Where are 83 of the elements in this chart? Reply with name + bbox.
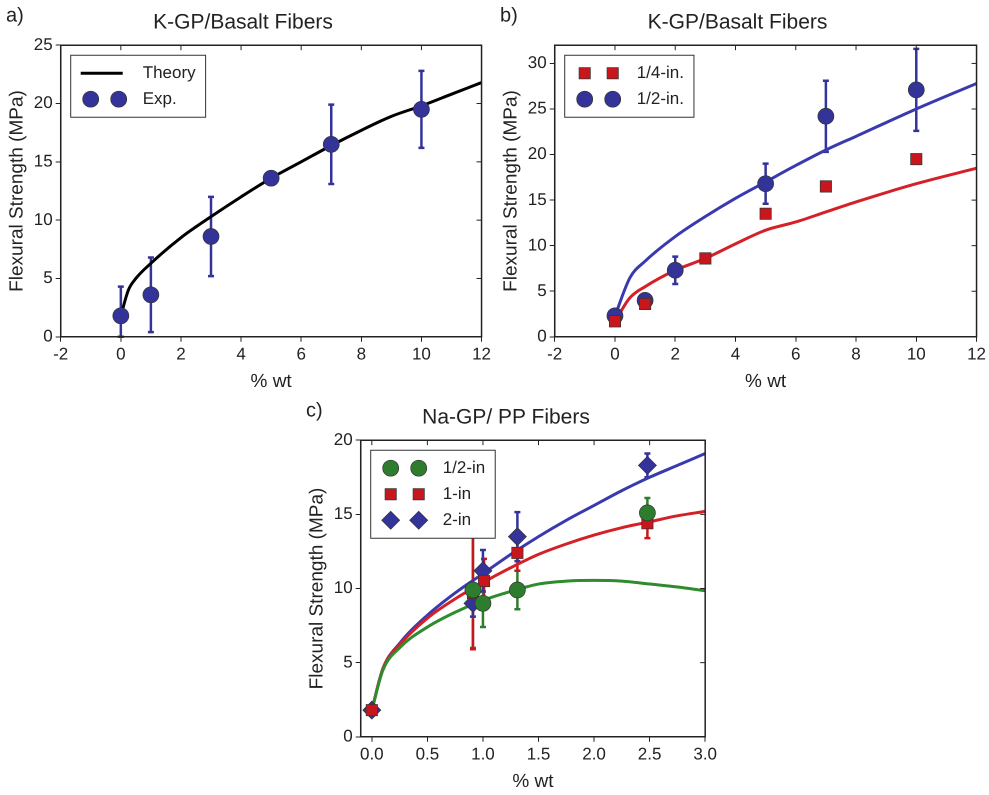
x-tick-label: 2.5	[638, 744, 662, 764]
x-tick-label: 6	[296, 344, 306, 364]
y-tick-label: 10	[528, 235, 547, 254]
chart-title: K-GP/Basalt Fibers	[648, 10, 828, 34]
x-axis-title: % wt	[512, 770, 554, 792]
x-tick-label: 3.0	[693, 744, 718, 764]
y-tick-label: 0	[537, 326, 547, 346]
point	[757, 175, 774, 192]
legend-label: 1/2-in.	[636, 88, 684, 108]
point	[666, 262, 684, 279]
y-tick-label: 25	[34, 34, 53, 54]
x-tick-label: 0	[610, 344, 620, 364]
y-tick-label: 15	[34, 152, 53, 171]
x-axis-title: % wt	[745, 370, 787, 392]
x-axis-title: % wt	[250, 370, 292, 392]
x-tick-label: 10	[412, 344, 431, 364]
legend-label: 1/2-in	[442, 458, 486, 477]
x-tick-label: 12	[472, 344, 492, 364]
text: c)	[306, 400, 323, 422]
y-axis-title: Flexural Strength (MPa)	[500, 90, 522, 292]
x-tick-label: -2	[53, 344, 68, 364]
y-tick-label: 5	[43, 268, 53, 288]
y-tick-label: 0	[43, 326, 53, 346]
point	[908, 82, 925, 98]
x-tick-label: 4	[730, 344, 740, 364]
y-tick-label: 0	[343, 726, 353, 746]
x-tick-label: 12	[967, 344, 986, 364]
point	[509, 582, 526, 598]
point	[474, 594, 492, 612]
x-tick-label: 0	[116, 344, 126, 364]
y-tick-label: 5	[343, 652, 353, 672]
x-tick-label: 6	[791, 344, 800, 364]
x-tick-label: 2.0	[582, 744, 606, 764]
y-tick-label: 30	[528, 53, 547, 72]
y-tick-label: 20	[34, 93, 53, 112]
x-tick-label: 0.0	[360, 744, 384, 764]
x-tick-label: 8	[356, 344, 366, 364]
x-tick-label: 4	[236, 344, 246, 364]
y-tick-label: 10	[334, 578, 353, 598]
chart-title: K-GP/Basalt Fibers	[153, 10, 333, 34]
y-tick-label: 25	[528, 98, 547, 118]
point	[511, 546, 524, 559]
y-axis-title: Flexural Strength (MPa)	[306, 488, 328, 690]
point	[508, 527, 527, 546]
point	[699, 252, 712, 264]
point	[322, 136, 340, 153]
y-tick-label: 20	[334, 430, 353, 449]
point	[910, 153, 922, 166]
legend-label: 1-in	[442, 484, 472, 503]
legend-label: 2-in	[442, 510, 472, 529]
point	[820, 180, 832, 192]
y-tick-label: 5	[537, 280, 547, 300]
x-tick-label: 8	[851, 344, 861, 364]
y-tick-label: 20	[528, 144, 547, 164]
point	[202, 228, 220, 245]
x-tick-label: 0.5	[416, 744, 440, 764]
point	[413, 101, 430, 118]
legend-label: 1/4-in.	[636, 62, 684, 82]
y-tick-label: 15	[334, 504, 353, 524]
chart-title: Na-GP/ PP Fibers	[422, 405, 590, 428]
x-tick-label: 2	[176, 344, 186, 364]
x-tick-label: 1.5	[526, 744, 550, 764]
point	[639, 504, 656, 522]
point	[262, 170, 280, 187]
x-tick-label: 10	[906, 344, 926, 364]
point	[478, 575, 490, 588]
point	[760, 208, 772, 220]
point	[818, 108, 834, 125]
point	[638, 456, 657, 475]
y-tick-label: 15	[528, 190, 547, 209]
legend-label: Exp.	[142, 88, 177, 108]
x-tick-label: 2	[670, 344, 680, 364]
point	[608, 315, 621, 328]
point	[112, 307, 130, 324]
point	[142, 286, 160, 304]
text: b)	[500, 4, 518, 27]
text: a)	[6, 4, 24, 27]
y-axis-title: Flexural Strength (MPa)	[6, 90, 28, 292]
point	[464, 582, 482, 598]
legend-label: Theory	[142, 62, 196, 82]
x-tick-label: 1.0	[471, 744, 495, 764]
x-tick-label: -2	[547, 344, 562, 364]
y-tick-label: 10	[34, 210, 53, 229]
